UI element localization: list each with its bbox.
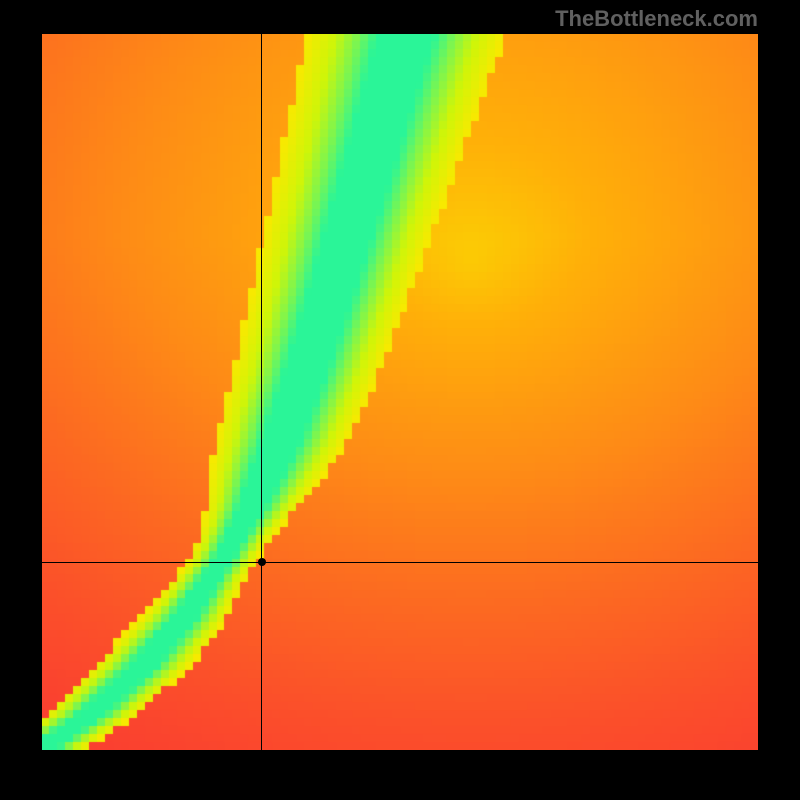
plot-area (42, 34, 758, 750)
crosshair-horizontal (42, 562, 758, 563)
crosshair-marker (258, 558, 266, 566)
watermark-text: TheBottleneck.com (555, 6, 758, 32)
root-container: TheBottleneck.com (0, 0, 800, 800)
crosshair-vertical (261, 34, 262, 750)
heatmap-canvas (42, 34, 758, 750)
